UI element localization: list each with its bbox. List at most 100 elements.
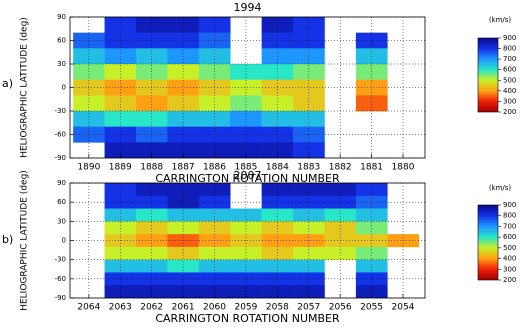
colorbar-tick-label: 900 <box>503 34 516 42</box>
heat-cell <box>104 272 137 286</box>
heat-cell <box>167 259 200 273</box>
chart-title: 2007 <box>234 169 262 182</box>
heat-cell <box>293 221 325 235</box>
heat-cell <box>355 272 388 286</box>
colorbar-label: (km/s) <box>489 184 512 192</box>
colorbar <box>477 204 499 281</box>
chart-title: 1994 <box>234 1 262 14</box>
heat-cell <box>104 246 137 260</box>
colorbar-tick-label: 300 <box>503 265 516 273</box>
x-tick-label: 2062 <box>140 303 163 313</box>
y-tick-label: 60 <box>57 37 66 45</box>
heat-cell <box>293 208 325 222</box>
heat-cell <box>293 17 325 33</box>
heat-cell <box>167 195 200 209</box>
heat-cell <box>293 272 325 286</box>
heat-cell <box>135 259 168 273</box>
heat-cell <box>104 221 137 235</box>
x-tick-label: 1889 <box>109 163 132 173</box>
colorbar-tick-label: 400 <box>503 87 516 95</box>
y-tick-label: 0 <box>62 84 66 92</box>
heat-cell <box>167 17 200 33</box>
heat-cell <box>230 246 262 260</box>
heat-cell <box>230 208 262 222</box>
heat-cell <box>104 111 137 127</box>
x-tick-label: 1890 <box>77 163 100 173</box>
heat-cell <box>293 195 325 209</box>
y-tick-label: -90 <box>55 294 66 302</box>
heat-cell <box>73 95 105 112</box>
heat-cell <box>135 142 168 158</box>
heat-cell <box>167 32 200 49</box>
colorbar-tick-label: 700 <box>503 222 516 230</box>
plot-frame <box>69 16 426 159</box>
heat-cell <box>198 142 231 158</box>
x-tick-label: 2060 <box>203 303 226 313</box>
heat-cell <box>104 95 137 112</box>
heat-cell <box>355 95 388 112</box>
heat-cell <box>198 208 231 222</box>
heat-cell <box>261 246 294 260</box>
colorbar-tick-label: 600 <box>503 66 516 74</box>
x-tick-label: 1887 <box>172 163 195 173</box>
panel-label: b) <box>2 233 13 246</box>
heat-cell <box>261 17 294 33</box>
colorbar-label: (km/s) <box>489 16 512 24</box>
heat-cell <box>198 17 231 33</box>
heat-cell <box>167 246 200 260</box>
heat-cell <box>104 142 137 158</box>
x-tick-label: 2055 <box>360 303 383 313</box>
heat-cell <box>261 95 294 112</box>
y-tick-label: 60 <box>57 198 66 206</box>
x-tick-label: 1888 <box>140 163 163 173</box>
heat-cell <box>324 246 357 260</box>
x-tick-label: 1880 <box>392 163 415 173</box>
heat-cell <box>230 272 262 286</box>
heat-cell <box>198 221 231 235</box>
heat-cell <box>230 95 262 112</box>
heat-cell <box>230 111 262 127</box>
plot-frame <box>69 182 426 299</box>
heat-cell <box>293 79 325 96</box>
heat-cell <box>167 111 200 127</box>
y-axis-label: HELIOGRAPHIC LATITUDE (deg) <box>20 17 30 158</box>
y-tick-label: 90 <box>57 13 66 21</box>
heat-cell <box>355 259 388 273</box>
heat-cell <box>198 246 231 260</box>
heat-cell <box>167 142 200 158</box>
x-tick-label: 1882 <box>329 163 352 173</box>
heat-cell <box>167 79 200 96</box>
heat-cell <box>230 221 262 235</box>
heat-cell <box>135 111 168 127</box>
x-tick-label: 2054 <box>392 303 415 313</box>
heat-cell <box>261 221 294 235</box>
heat-cell <box>104 259 137 273</box>
x-tick-label: 2061 <box>172 303 195 313</box>
heat-cell <box>293 111 325 127</box>
heat-cell <box>230 79 262 96</box>
colorbar-tick-label: 200 <box>503 108 516 116</box>
y-tick-label: 0 <box>62 237 66 245</box>
heat-cell <box>293 32 325 49</box>
heat-cell <box>104 208 137 222</box>
heat-cell <box>104 79 137 96</box>
x-tick-label: 1886 <box>203 163 226 173</box>
heat-cell <box>355 195 388 209</box>
y-axis-label: HELIOGRAPHIC LATITUDE (deg) <box>20 170 30 311</box>
panel-label: a) <box>2 77 13 90</box>
heat-cell <box>198 259 231 273</box>
heat-cell <box>104 195 137 209</box>
heat-cell <box>293 95 325 112</box>
colorbar-tick-label: 900 <box>503 201 516 209</box>
colorbar-tick-label: 200 <box>503 276 516 284</box>
colorbar <box>477 37 499 113</box>
y-tick-label: 90 <box>57 179 66 187</box>
x-tick-label: 1884 <box>266 163 289 173</box>
y-tick-label: -30 <box>55 107 66 115</box>
colorbar-tick-label: 500 <box>503 244 516 252</box>
heat-cell <box>135 208 168 222</box>
heat-cell <box>104 32 137 49</box>
y-tick-label: -60 <box>55 131 66 139</box>
heat-cell <box>135 221 168 235</box>
